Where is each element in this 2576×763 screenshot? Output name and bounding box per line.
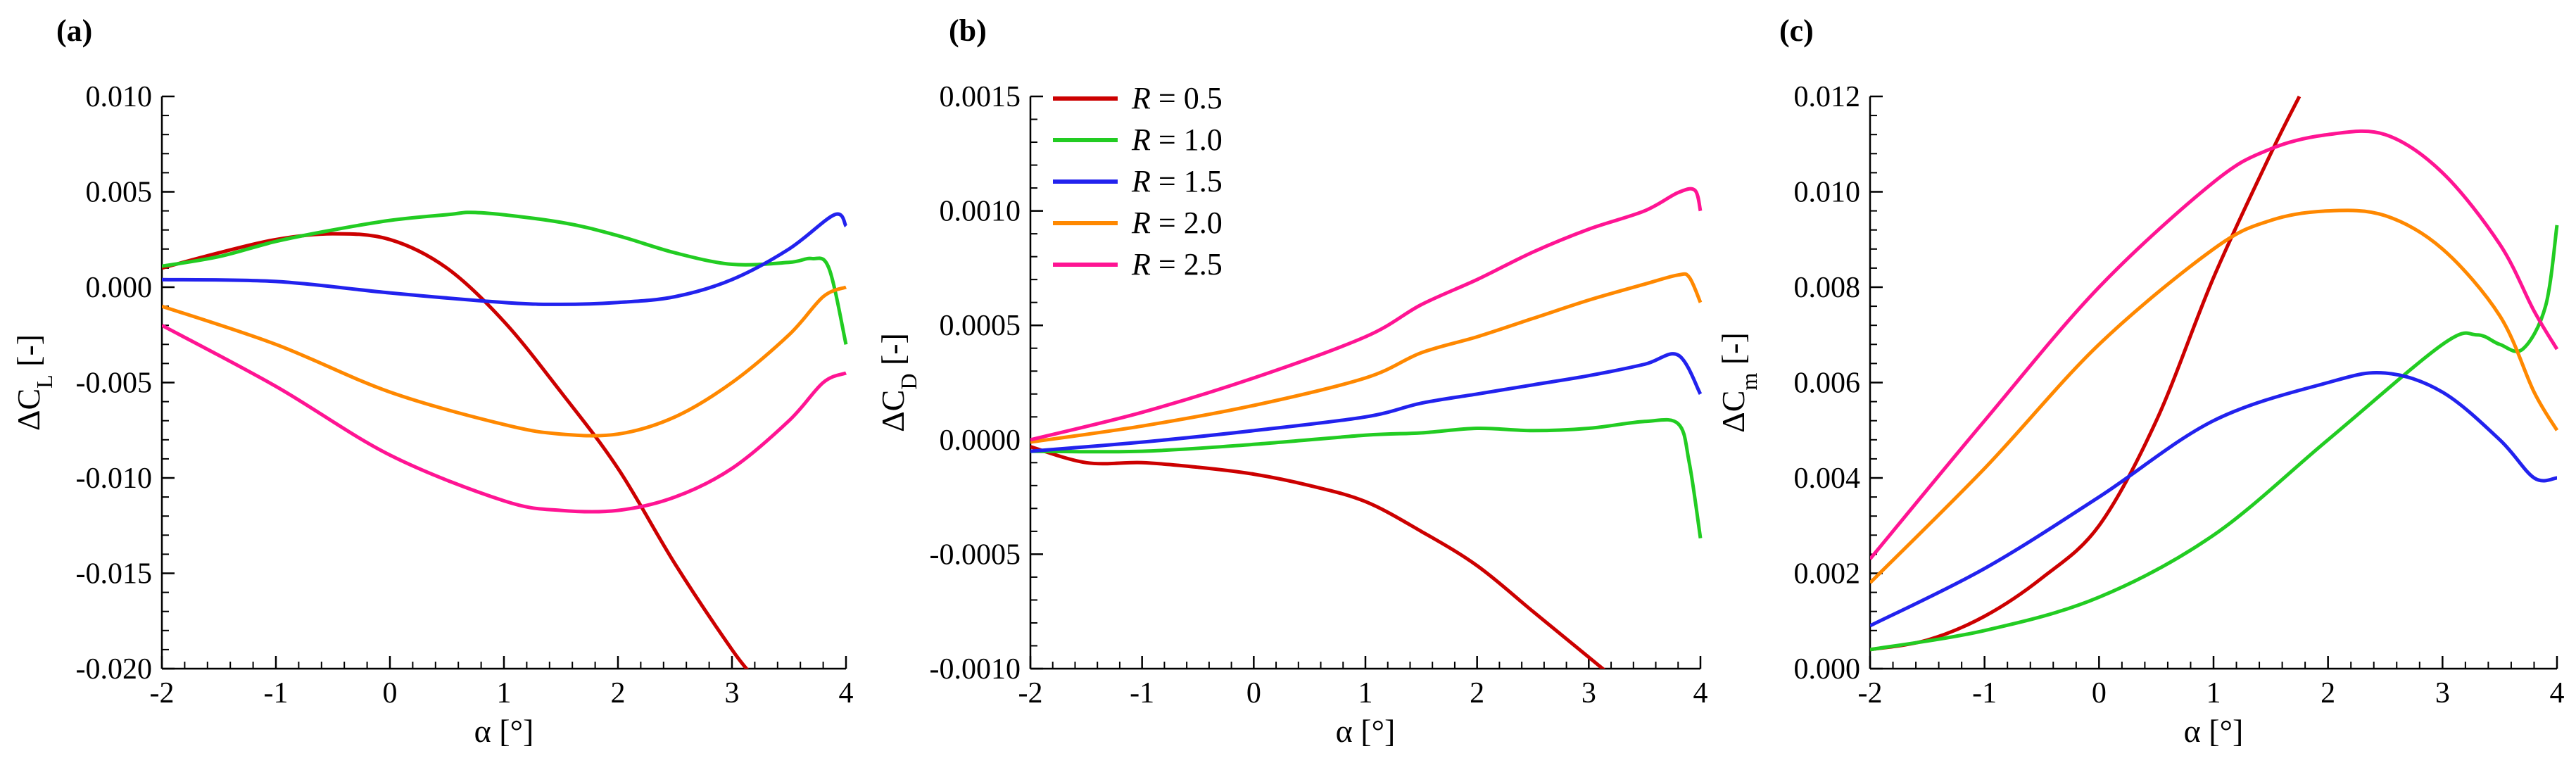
y-tick-label: 0.006: [1794, 367, 1861, 400]
legend-value: = 0.5: [1151, 81, 1223, 115]
x-axis-label: α [°]: [2184, 713, 2244, 749]
x-axis-label: α [°]: [1336, 713, 1396, 749]
legend-value: = 1.5: [1151, 164, 1223, 198]
y-axis-label-sub: L: [32, 374, 57, 389]
series-line: [162, 285, 847, 438]
panel-b: (b) -0.0010 -0.0005 0.0000 0.0005 0.0010 0.001…: [875, 13, 1708, 749]
y-tick-label: 0.010: [86, 81, 153, 113]
series-line: [1030, 352, 1703, 453]
legend-label: R = 0.5: [1131, 81, 1223, 115]
y-tick-label: 0.0015: [940, 81, 1021, 113]
x-tick-label: 4: [839, 677, 854, 710]
y-tick-label: 0.0010: [940, 196, 1021, 228]
y-tick-label: -0.020: [76, 653, 153, 686]
series-line: [162, 323, 847, 514]
y-axis-label-main: ΔC: [1715, 391, 1751, 433]
series-line: [1870, 370, 2558, 628]
y-tick-label: -0.0010: [930, 653, 1021, 686]
series-line: [162, 210, 848, 345]
y-tick-label: 0.0005: [940, 310, 1021, 342]
legend-var: R: [1131, 122, 1151, 157]
y-axis-label: ΔCm [-]: [1715, 332, 1762, 433]
legend-label: R = 1.0: [1131, 122, 1223, 157]
legend-var: R: [1131, 164, 1151, 198]
x-tick-label: 0: [383, 677, 398, 710]
y-tick-label: 0.012: [1794, 81, 1861, 113]
y-tick-label: 0.008: [1794, 272, 1861, 304]
x-tick-label: 1: [1358, 677, 1373, 710]
y-tick-label: 0.000: [1794, 653, 1861, 686]
series-line: [1870, 225, 2559, 652]
series-line: [1030, 445, 1606, 669]
series-line: [1030, 272, 1703, 444]
x-tick-label: 3: [2435, 677, 2450, 710]
series-line: [1030, 187, 1703, 442]
y-axis-label-unit: [-]: [11, 334, 46, 374]
x-axis-label: α [°]: [474, 713, 534, 749]
legend: R = 0.5R = 1.0R = 1.5R = 2.0R = 2.5: [1053, 81, 1223, 282]
x-tick-label: 4: [1693, 677, 1708, 710]
panel-label: (a): [56, 13, 92, 48]
legend-label: R = 2.0: [1131, 206, 1223, 240]
legend-label: R = 1.5: [1131, 164, 1223, 198]
x-tick-label: 2: [611, 677, 626, 710]
y-axis-label-sub: m: [1736, 373, 1762, 391]
panel-c: (c) 0.000 0.002 0.004 0.006 0.008 0.010 0.012 -2…: [1715, 13, 2565, 749]
legend-value: = 2.0: [1151, 206, 1223, 240]
x-tick-label: -2: [1018, 677, 1043, 710]
y-axis-label: ΔCL [-]: [11, 334, 57, 431]
y-axis-label-main: ΔC: [875, 390, 911, 432]
series-line: [1870, 95, 2302, 652]
legend-var: R: [1131, 81, 1151, 115]
legend-value: = 2.5: [1151, 247, 1223, 282]
series-line: [1870, 208, 2559, 584]
x-tick-label: 4: [2550, 677, 2565, 710]
panel-a: (a) -0.020 -0.015 -0.010 -0.005 0.000 0.005 0.0…: [11, 13, 854, 749]
y-axis-label-main: ΔC: [11, 389, 46, 431]
x-tick-label: -1: [1972, 677, 1997, 710]
x-tick-label: -1: [1130, 677, 1154, 710]
x-tick-label: 2: [2321, 677, 2335, 710]
y-tick-label: 0.000: [86, 272, 153, 304]
series-line: [1870, 129, 2559, 560]
y-tick-label: 0.005: [86, 177, 153, 209]
x-tick-label: -2: [1858, 677, 1883, 710]
legend-var: R: [1131, 206, 1151, 240]
y-tick-label: -0.010: [76, 462, 153, 495]
panel-label: (c): [1779, 13, 1814, 48]
x-tick-label: 1: [2206, 677, 2221, 710]
y-tick-label: 0.002: [1794, 558, 1861, 591]
x-tick-label: 1: [497, 677, 512, 710]
legend-var: R: [1131, 247, 1151, 282]
y-tick-label: -0.005: [76, 367, 153, 400]
x-tick-label: 2: [1470, 677, 1484, 710]
y-tick-label: 0.010: [1794, 177, 1861, 209]
series-line: [162, 232, 749, 669]
legend-label: R = 2.5: [1131, 247, 1223, 282]
y-tick-label: -0.015: [76, 558, 153, 591]
legend-value: = 1.0: [1151, 122, 1223, 157]
x-tick-label: 3: [1581, 677, 1596, 710]
x-tick-label: 0: [1246, 677, 1261, 710]
y-tick-label: 0.004: [1794, 462, 1861, 495]
x-tick-label: -1: [264, 677, 289, 710]
panel-label: (b): [949, 13, 987, 48]
y-axis-label-unit: [-]: [875, 333, 911, 373]
series-line: [162, 212, 848, 306]
x-tick-label: 3: [725, 677, 740, 710]
y-axis-label: ΔCD [-]: [875, 333, 921, 432]
x-tick-label: -2: [150, 677, 175, 710]
y-axis-label-sub: D: [896, 374, 921, 390]
x-tick-label: 0: [2092, 677, 2107, 710]
y-tick-label: -0.0005: [930, 538, 1021, 571]
y-tick-label: 0.0000: [940, 424, 1021, 457]
y-axis-label-unit: [-]: [1715, 332, 1751, 372]
series-line: [1030, 417, 1703, 538]
